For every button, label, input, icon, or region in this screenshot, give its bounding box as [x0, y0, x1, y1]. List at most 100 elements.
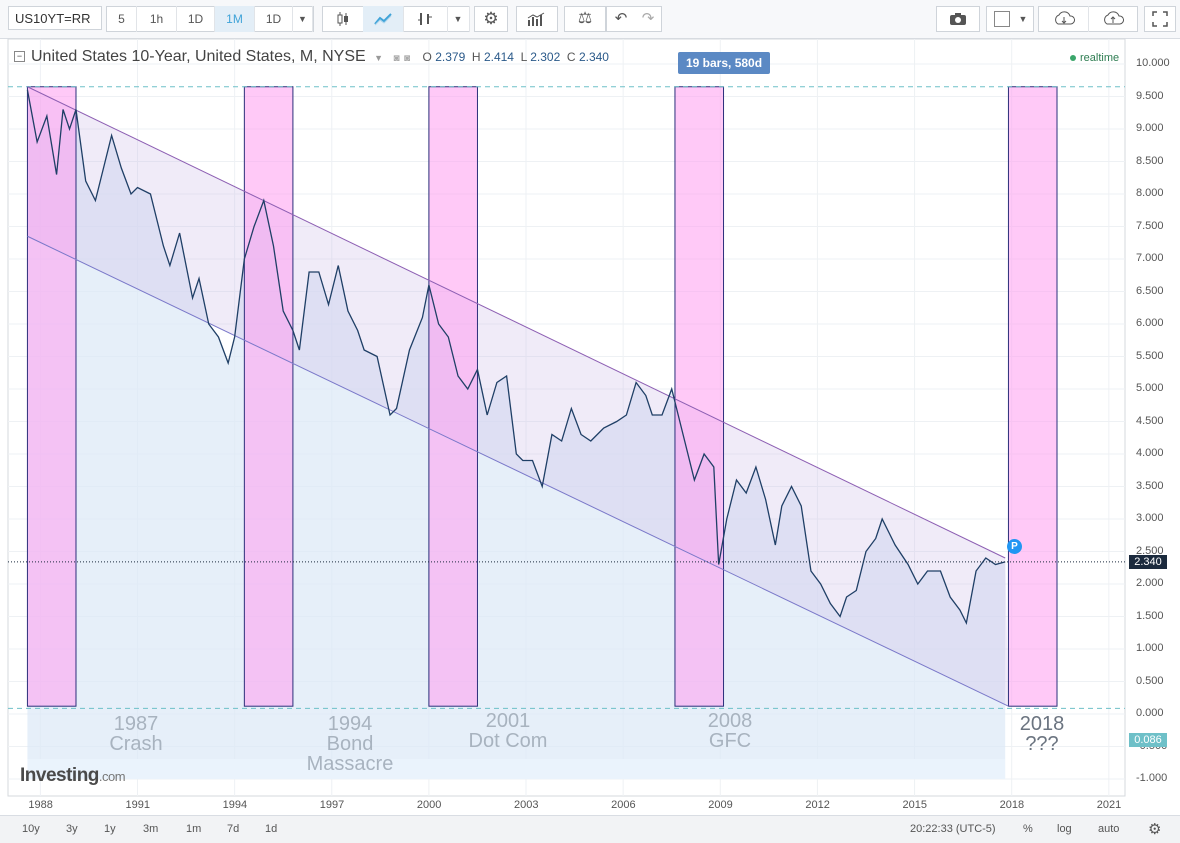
event-1987: 1987 Crash	[109, 713, 163, 755]
chevron-down-icon[interactable]: ▼	[1018, 14, 1028, 24]
x-tick-label: 1991	[125, 799, 150, 811]
camera-icon[interactable]	[937, 6, 979, 32]
investing-logo: Investing.com	[20, 765, 126, 786]
bottom-bar: 10y 3y 1y 3m 1m 7d 1d 20:22:33 (UTC-5) %…	[0, 815, 1180, 843]
range-1y[interactable]: 1y	[104, 823, 116, 835]
fullscreen-icon[interactable]	[1145, 6, 1175, 32]
undo-icon[interactable]: ↶	[614, 10, 628, 27]
gear-icon[interactable]: ⚙	[1148, 821, 1162, 838]
range-1d[interactable]: 1d	[265, 823, 278, 835]
channel-upper-line	[27, 86, 1006, 559]
x-tick-label: 1997	[319, 799, 345, 811]
y-tick-label: 5.500	[1136, 349, 1164, 362]
ohlc-values: O 2.379 H 2.414 L 2.302 C 2.340	[422, 50, 609, 64]
y-tick-label: 7.000	[1136, 252, 1164, 264]
event-2018: 2018???	[1019, 713, 1065, 755]
price-chart[interactable]	[0, 38, 1180, 815]
range-10y[interactable]: 10y	[22, 823, 40, 835]
last-price-tag: 2.340	[1129, 555, 1167, 569]
series-line	[26, 89, 1006, 626]
interval-1d[interactable]: 1D	[177, 6, 215, 32]
y-tick-label: 0.500	[1136, 674, 1164, 687]
y-tick-label: 6.500	[1136, 284, 1164, 297]
fullscreen-group	[1144, 6, 1176, 32]
chevron-down-icon[interactable]: ▼	[293, 6, 313, 32]
y-tick-label: 1.500	[1136, 609, 1164, 622]
y-tick-label: 9.500	[1136, 89, 1164, 102]
collapse-icon[interactable]: −	[14, 51, 25, 63]
x-tick-label: 2000	[416, 799, 442, 811]
x-tick-label: 2003	[514, 799, 539, 811]
bars-range-tooltip: 19 bars, 580d	[678, 52, 771, 74]
event-band-3	[674, 86, 725, 707]
y-tick-label: 5.000	[1136, 382, 1164, 394]
percent-toggle[interactable]: %	[1023, 823, 1033, 835]
channel-lower-line	[27, 235, 1009, 707]
bars-icon[interactable]	[517, 6, 557, 32]
y-tick-label: 2.500	[1136, 544, 1164, 557]
x-tick-label: 2021	[1096, 799, 1122, 811]
low-level-tag: 0.086	[1129, 733, 1167, 747]
y-tick-label: 4.500	[1136, 414, 1164, 427]
range-3m[interactable]: 3m	[143, 823, 159, 835]
event-band-1	[243, 86, 294, 707]
range-1m[interactable]: 1m	[186, 823, 202, 835]
candles-icon[interactable]	[323, 6, 364, 32]
y-tick-label: 3.500	[1136, 479, 1164, 492]
indicator-icon[interactable]	[403, 6, 448, 32]
settings-icon[interactable]: ⚙	[483, 9, 499, 28]
y-tick-label: -1.000	[1136, 772, 1168, 784]
settings-group	[474, 6, 508, 32]
symbol-input[interactable]: US10YT=RR	[8, 6, 102, 30]
x-tick-label: 2015	[902, 799, 928, 811]
event-2001: 2001 Dot Com	[468, 710, 548, 752]
undo-redo-group	[606, 6, 662, 32]
y-tick-label: 6.000	[1136, 317, 1164, 329]
eye-icon[interactable]: ◙	[393, 53, 400, 64]
x-tick-label: 2009	[708, 799, 733, 811]
interval-1d-custom[interactable]: 1D	[255, 6, 293, 32]
x-tick-label: 1988	[28, 799, 53, 811]
log-toggle[interactable]: log	[1057, 823, 1072, 835]
line-chart-icon[interactable]	[363, 6, 404, 32]
y-tick-label: 2.000	[1136, 577, 1164, 589]
event-band-0	[26, 86, 77, 707]
chevron-down-icon[interactable]: ▼	[447, 6, 470, 32]
clock-time[interactable]: 20:22:33 (UTC-5)	[910, 823, 996, 835]
interval-5[interactable]: 5	[107, 6, 137, 32]
chart-legend: − United States 10-Year, United States, M…	[14, 48, 609, 66]
balance-icon[interactable]: ⚖	[577, 10, 593, 27]
y-tick-label: 9.000	[1136, 122, 1164, 134]
interval-group	[106, 6, 314, 32]
x-tick-label: 2018	[999, 799, 1025, 811]
interval-1m[interactable]: 1M	[215, 6, 255, 32]
y-tick-label: 8.500	[1136, 154, 1164, 167]
x-tick-label: 1994	[222, 799, 248, 811]
gear-icon[interactable]: ◙	[404, 53, 411, 64]
y-tick-label: 3.000	[1136, 512, 1164, 524]
interval-1h[interactable]: 1h	[137, 6, 177, 32]
series-title: United States 10-Year, United States, M,…	[31, 48, 366, 65]
y-tick-label: 8.000	[1136, 187, 1164, 199]
x-tick-label: 2012	[805, 799, 830, 811]
toolbar: US10YT=RR 5 1h 1D 1M 1D ▼ ▼ ⚙ ⚖ ↶ ↷	[0, 0, 1180, 39]
area-base	[27, 759, 1006, 779]
event-2008: 2008 GFC	[707, 710, 753, 752]
y-tick-label: 7.500	[1136, 219, 1164, 232]
chevron-down-icon[interactable]: ▼	[374, 53, 384, 63]
y-tick-label: 10.000	[1136, 57, 1170, 69]
cloud-upload-icon[interactable]	[1089, 6, 1137, 32]
range-7d[interactable]: 7d	[227, 823, 240, 835]
compare-group	[564, 6, 606, 32]
x-tick-label: 2006	[611, 799, 636, 811]
redo-icon[interactable]: ↷	[641, 10, 655, 27]
event-band-2	[428, 86, 478, 707]
p-marker-icon[interactable]: P	[1007, 539, 1022, 554]
event-band-4	[1007, 86, 1058, 707]
auto-toggle[interactable]: auto	[1098, 823, 1120, 835]
range-3y[interactable]: 3y	[66, 823, 78, 835]
cloud-download-icon[interactable]	[1040, 6, 1089, 32]
y-tick-label: 1.000	[1136, 642, 1164, 654]
color-square-icon[interactable]	[987, 6, 1017, 32]
